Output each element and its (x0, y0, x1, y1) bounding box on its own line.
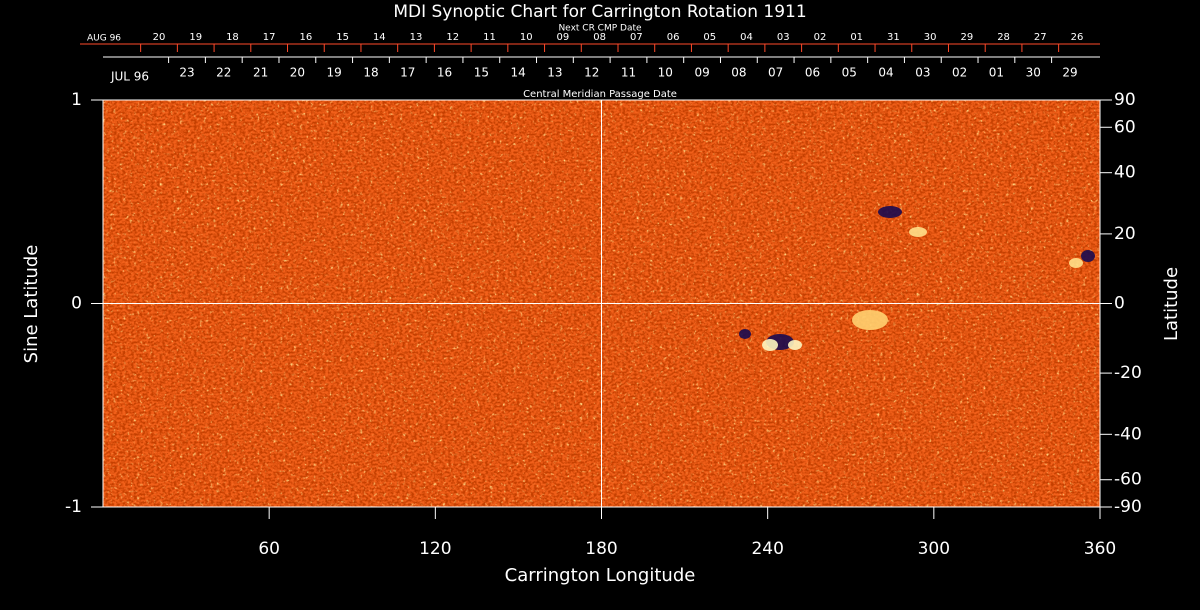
top2-tick-label: 08 (593, 32, 606, 43)
top-tick-label: 15 (474, 66, 489, 80)
top-tick-label: 09 (694, 66, 709, 80)
y2-tick-label: 0 (1114, 294, 1125, 314)
top2-tick-label: 18 (226, 32, 239, 43)
top2-axis-label: Next CR CMP Date (558, 24, 642, 34)
x-tick-label: 300 (918, 539, 950, 559)
top2-tick-label: 14 (373, 32, 386, 43)
x-tick-label: 360 (1084, 539, 1116, 559)
y-tick-label: -1 (65, 497, 82, 517)
active-region (878, 206, 902, 218)
top2-tick-label: 30 (924, 32, 937, 43)
y2-tick-label: -90 (1114, 497, 1142, 517)
top-tick-label: 14 (510, 66, 525, 80)
top-tick-label: 10 (658, 66, 673, 80)
active-region (1081, 250, 1095, 262)
y-tick-label: 0 (71, 294, 82, 314)
top-tick-label: 05 (842, 66, 857, 80)
top2-tick-label: 01 (850, 32, 863, 43)
top-axis-start: JUL 96 (110, 70, 149, 84)
y-axis-label: Sine Latitude (21, 245, 42, 364)
top2-tick-label: 26 (1071, 32, 1084, 43)
top-tick-label: 30 (1026, 66, 1041, 80)
x-tick-label: 120 (419, 539, 451, 559)
top-tick-label: 20 (290, 66, 305, 80)
top2-tick-label: 02 (814, 32, 827, 43)
top2-tick-label: 03 (777, 32, 790, 43)
top2-tick-label: 07 (630, 32, 643, 43)
top2-tick-label: 04 (740, 32, 753, 43)
top2-tick-label: 19 (189, 32, 202, 43)
top2-tick-label: 10 (520, 32, 533, 43)
active-region (762, 339, 778, 351)
y2-tick-label: 90 (1114, 90, 1136, 110)
top-tick-label: 22 (216, 66, 231, 80)
top-tick-label: 13 (547, 66, 562, 80)
top2-tick-label: 11 (483, 32, 496, 43)
top-tick-label: 17 (400, 66, 415, 80)
top2-tick-label: 05 (703, 32, 716, 43)
top-tick-label: 01 (989, 66, 1004, 80)
top2-tick-label: 27 (1034, 32, 1047, 43)
top-tick-label: 19 (327, 66, 342, 80)
top2-tick-label: 16 (300, 32, 313, 43)
top2-tick-label: 09 (557, 32, 570, 43)
y-tick-label: 1 (71, 90, 82, 110)
top-tick-label: 12 (584, 66, 599, 80)
top2-tick-label: 29 (960, 32, 973, 43)
top2-tick-label: 17 (263, 32, 276, 43)
top-tick-label: 07 (768, 66, 783, 80)
top-axis-label: Central Meridian Passage Date (523, 89, 677, 100)
top2-tick-label: 28 (997, 32, 1010, 43)
y2-tick-label: -60 (1114, 470, 1142, 490)
active-region (852, 310, 888, 330)
x-axis-label: Carrington Longitude (505, 565, 696, 586)
active-region (909, 227, 927, 237)
top-tick-label: 23 (179, 66, 194, 80)
top-tick-label: 11 (621, 66, 636, 80)
chart-title: MDI Synoptic Chart for Carrington Rotati… (393, 2, 806, 22)
active-region (788, 340, 802, 350)
x-tick-label: 60 (258, 539, 280, 559)
x-tick-label: 240 (751, 539, 783, 559)
top2-tick-label: 12 (446, 32, 459, 43)
y2-tick-label: 60 (1114, 117, 1136, 137)
top2-axis-start: AUG 96 (87, 34, 121, 44)
x-tick-label: 180 (585, 539, 617, 559)
top2-tick-label: 06 (667, 32, 680, 43)
active-region (739, 329, 751, 339)
top2-tick-label: 31 (887, 32, 900, 43)
top-tick-label: 29 (1062, 66, 1077, 80)
y2-tick-label: -40 (1114, 424, 1142, 444)
top-tick-label: 02 (952, 66, 967, 80)
top-tick-label: 03 (915, 66, 930, 80)
y2-tick-label: 20 (1114, 224, 1136, 244)
top2-tick-label: 15 (336, 32, 349, 43)
active-region (1069, 258, 1083, 268)
top-tick-label: 08 (731, 66, 746, 80)
y2-tick-label: 40 (1114, 163, 1136, 183)
y2-tick-label: -20 (1114, 363, 1142, 383)
top-tick-label: 18 (363, 66, 378, 80)
top-tick-label: 16 (437, 66, 452, 80)
y2-axis-label: Latitude (1161, 267, 1182, 341)
top-tick-label: 06 (805, 66, 820, 80)
top2-tick-label: 13 (410, 32, 423, 43)
top-tick-label: 04 (878, 66, 893, 80)
top-tick-label: 21 (253, 66, 268, 80)
top2-tick-label: 20 (153, 32, 166, 43)
